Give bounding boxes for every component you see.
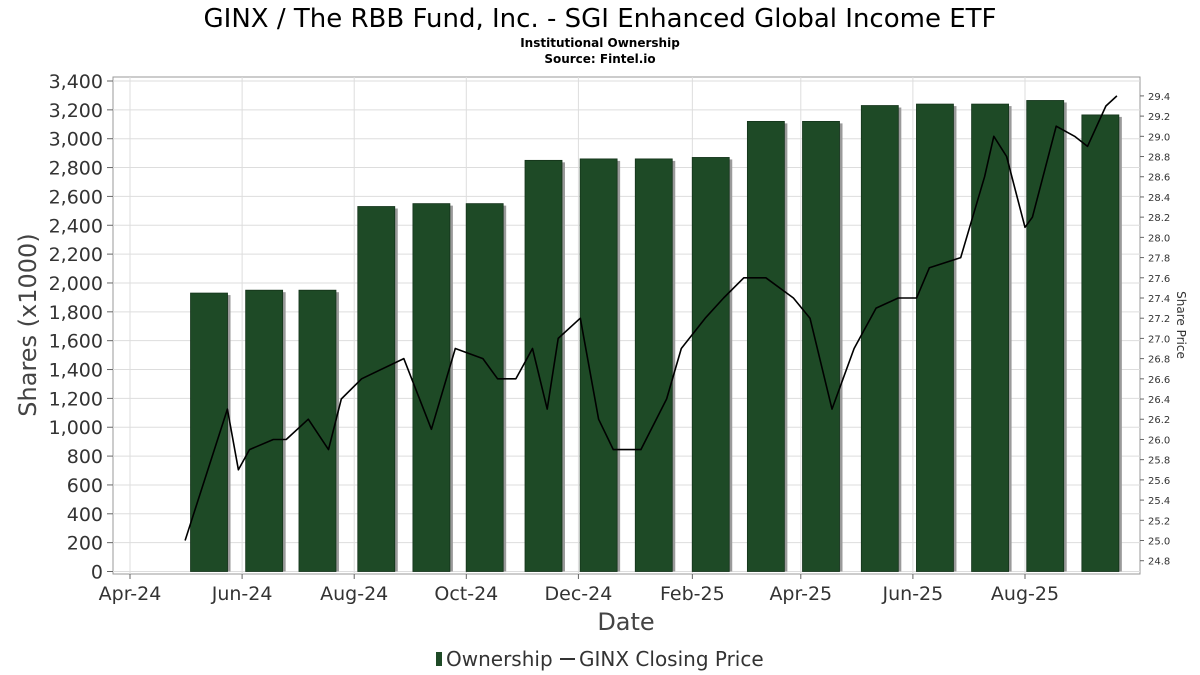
y2-tick-label: 28.2	[1148, 213, 1170, 224]
x-tick-label: Jun-25	[882, 583, 944, 605]
x-tick-label: Oct-24	[434, 583, 498, 605]
legend-price-label: GINX Closing Price	[579, 647, 764, 671]
y2-tick-label: 25.8	[1148, 456, 1170, 467]
y-tick-label: 1,400	[49, 360, 103, 382]
y2-axis-label: Share Price	[1174, 291, 1188, 359]
y-tick-label: 1,200	[49, 388, 103, 410]
chart-source: Source: Fintel.io	[544, 52, 655, 66]
y2-tick-label: 27.6	[1148, 274, 1170, 285]
x-tick-label: Apr-24	[99, 583, 162, 605]
y-tick-label: 1,800	[49, 302, 103, 324]
y-tick-label: 2,600	[49, 186, 103, 208]
left-axis-ticks: 0 200 400 600 800 1,000 1,200 1,400 1,600 1,800 2,…	[49, 71, 113, 584]
ownership-bar	[524, 159, 563, 572]
ownership-bar	[746, 120, 785, 572]
ownership-bars	[190, 100, 1122, 572]
y-tick-label: 0	[91, 562, 103, 584]
x-axis-ticks: Apr-24 Jun-24 Aug-24 Oct-24 Dec-24 Feb-25 Apr-…	[99, 574, 1059, 605]
y2-tick-label: 29.0	[1148, 132, 1170, 143]
chart-title: GINX / The RBB Fund, Inc. - SGI Enhanced…	[204, 4, 997, 34]
x-tick-label: Feb-25	[660, 583, 725, 605]
ownership-bar	[465, 203, 504, 572]
ownership-bar	[634, 158, 673, 572]
y-tick-label: 3,400	[49, 71, 103, 93]
y-tick-label: 200	[67, 533, 103, 555]
y2-tick-label: 28.0	[1148, 233, 1170, 244]
x-axis-label: Date	[597, 608, 654, 636]
y2-tick-label: 25.4	[1148, 496, 1170, 507]
y2-tick-label: 26.2	[1148, 415, 1170, 426]
x-tick-label: Apr-25	[769, 583, 832, 605]
ownership-bar	[916, 103, 954, 572]
y2-tick-label: 29.2	[1148, 112, 1170, 123]
y-tick-label: 3,000	[49, 129, 103, 151]
ownership-bar	[860, 105, 899, 572]
y2-tick-label: 26.0	[1148, 435, 1170, 446]
y2-tick-label: 27.2	[1148, 314, 1170, 325]
y2-tick-label: 27.4	[1148, 294, 1170, 305]
ownership-bar	[691, 157, 730, 572]
x-tick-label: Jun-24	[211, 583, 273, 605]
legend-ownership-swatch	[436, 652, 442, 666]
price-line	[184, 95, 1118, 541]
y2-tick-label: 28.8	[1148, 153, 1170, 164]
x-tick-label: Aug-25	[991, 583, 1059, 605]
right-axis-ticks: 24.8 25.0 25.2 25.4 25.6 25.8 26.0 26.2 26.4 26.6…	[1140, 92, 1170, 568]
y-axis-label: Shares (x1000)	[14, 233, 42, 416]
y2-tick-label: 25.0	[1148, 537, 1170, 548]
y-tick-label: 3,200	[49, 100, 103, 122]
y-tick-label: 400	[67, 504, 103, 526]
y-tick-label: 1,000	[49, 417, 103, 439]
y2-tick-label: 28.4	[1148, 193, 1170, 204]
ownership-bar	[357, 206, 396, 572]
legend-ownership-label: Ownership	[446, 647, 553, 671]
y-tick-label: 800	[67, 446, 103, 468]
y2-tick-label: 26.6	[1148, 375, 1170, 386]
legend: Ownership GINX Closing Price	[436, 647, 764, 671]
y-tick-label: 600	[67, 475, 103, 497]
y2-tick-label: 24.8	[1148, 557, 1170, 568]
ownership-bar	[1026, 100, 1065, 572]
y-tick-label: 2,200	[49, 244, 103, 266]
x-tick-label: Aug-24	[320, 583, 388, 605]
y-tick-label: 1,600	[49, 331, 103, 353]
y-tick-label: 2,800	[49, 158, 103, 180]
ownership-bar	[298, 289, 337, 572]
chart-subtitle: Institutional Ownership	[520, 36, 680, 50]
y2-tick-label: 26.8	[1148, 355, 1170, 366]
y-tick-label: 2,400	[49, 215, 103, 237]
y2-tick-label: 26.4	[1148, 395, 1170, 406]
ownership-bar	[1081, 114, 1120, 572]
price-line-layer	[184, 95, 1118, 541]
y-tick-label: 2,000	[49, 273, 103, 295]
ownership-bar	[190, 292, 228, 572]
ownership-bar	[245, 289, 284, 572]
ownership-bar	[579, 158, 618, 572]
y2-tick-label: 28.6	[1148, 173, 1170, 184]
x-tick-label: Dec-24	[545, 583, 613, 605]
ownership-bar	[971, 103, 1009, 572]
y2-tick-label: 27.0	[1148, 334, 1170, 345]
y2-tick-label: 25.2	[1148, 516, 1170, 527]
y2-tick-label: 25.6	[1148, 476, 1170, 487]
y2-tick-label: 29.4	[1148, 92, 1170, 103]
ownership-bar	[802, 120, 840, 572]
y2-tick-label: 27.8	[1148, 254, 1170, 265]
